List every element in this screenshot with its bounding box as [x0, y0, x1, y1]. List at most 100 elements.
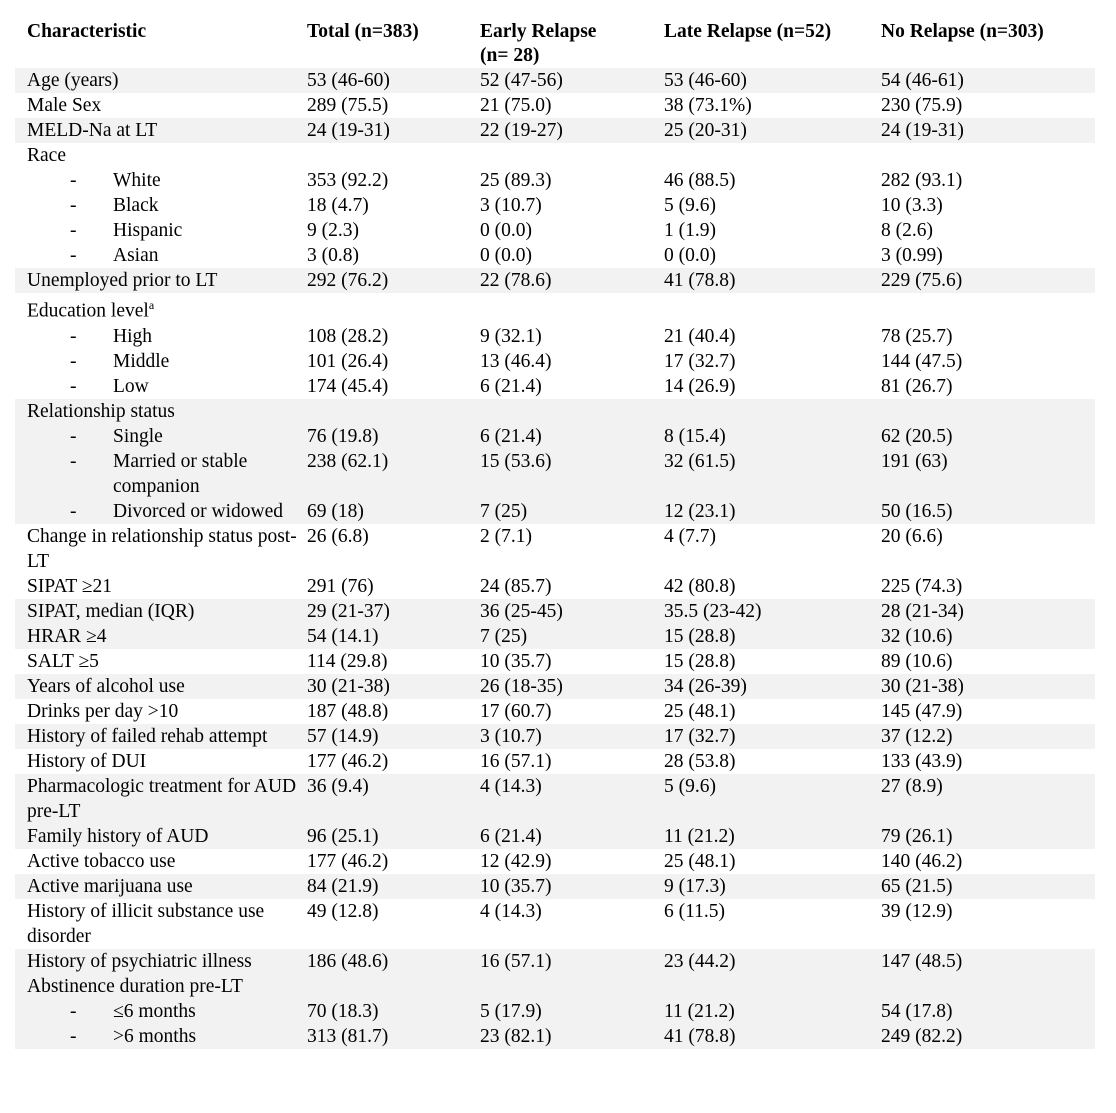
row-label: Change in relationship status post-LT: [15, 524, 307, 574]
cell-none: 24 (19-31): [881, 120, 964, 141]
cell-none: 32 (10.6): [881, 625, 953, 647]
cell-early: 7 (25): [480, 625, 528, 647]
cell-early: 3 (10.7): [480, 725, 542, 747]
cell-late: 4 (7.7): [664, 525, 716, 547]
cell-late: 1 (1.9): [664, 220, 716, 241]
cell-total: 76 (19.8): [307, 425, 379, 447]
cell-none: 28 (21-34): [881, 600, 964, 622]
row-label: Active tobacco use: [15, 849, 307, 874]
characteristic-label: SIPAT, median (IQR): [27, 600, 195, 622]
characteristic-label: Pharmacologic treatment for AUD pre-LT: [27, 775, 297, 822]
cell-total: 114 (29.8): [307, 650, 388, 672]
cell-late: 25 (48.1): [664, 850, 736, 872]
cell-early: 10 (35.7): [480, 875, 552, 897]
table-row: Abstinence duration pre-LT: [15, 973, 1095, 999]
cell-total: 174 (45.4): [307, 375, 389, 397]
cell-total: 26 (6.8): [307, 525, 369, 547]
table-row: - Divorced or widowed 69 (18) 7 (25) 12 (23.…: [15, 498, 1095, 524]
characteristic-label: History of failed rehab attempt: [27, 725, 268, 747]
cell-late: 53 (46-60): [664, 70, 747, 91]
row-label: - White: [15, 168, 307, 193]
cell-late: 11 (21.2): [664, 825, 735, 847]
cell-early: 6 (21.4): [480, 375, 542, 397]
cell-total: 49 (12.8): [307, 900, 379, 922]
sub-label: Low: [113, 375, 149, 397]
cell-none: 54 (17.8): [881, 1000, 953, 1022]
table-row: - >6 months 313 (81.7) 23 (82.1) 41 (78.8) 24…: [15, 1023, 1095, 1049]
cell-total: 238 (62.1): [307, 450, 389, 472]
cell-none: [881, 143, 1095, 168]
cell-early: 4 (14.3): [480, 775, 542, 797]
cell-none: 39 (12.9): [881, 900, 953, 922]
row-label: SIPAT ≥21: [15, 574, 307, 599]
bullet-dash: -: [70, 220, 77, 241]
table-row: Education levela: [15, 293, 1095, 324]
cell-none: 3 (0.99): [881, 245, 943, 266]
characteristics-table: Characteristic Total (n=383) Early Relap…: [15, 18, 1095, 1049]
cell-late: [664, 293, 881, 324]
table-row: Change in relationship status post-LT 26 …: [15, 524, 1095, 574]
table-row: Race: [15, 143, 1095, 168]
cell-none: 65 (21.5): [881, 875, 953, 897]
cell-late: 35.5 (23-42): [664, 600, 762, 622]
cell-total: [307, 974, 480, 999]
cell-early: 7 (25): [480, 500, 528, 522]
sub-label: Divorced or widowed: [113, 500, 284, 522]
cell-late: [664, 143, 881, 168]
table-body: Age (years) 53 (46-60) 52 (47-56) 53 (46-60…: [15, 68, 1095, 1049]
characteristic-label: HRAR ≥4: [27, 625, 107, 647]
table-row: SALT ≥5 114 (29.8) 10 (35.7) 15 (28.8) 89 (1…: [15, 649, 1095, 674]
cell-early: [480, 399, 664, 424]
cell-total: 313 (81.7): [307, 1025, 389, 1047]
table-row: SIPAT ≥21 291 (76) 24 (85.7) 42 (80.8) 225 (…: [15, 574, 1095, 599]
sub-label: Single: [113, 425, 163, 447]
row-label: History of DUI: [15, 749, 307, 774]
table-row: SIPAT, median (IQR) 29 (21-37) 36 (25-45) 3…: [15, 598, 1095, 624]
cell-total: 70 (18.3): [307, 1000, 379, 1022]
cell-none: 20 (6.6): [881, 525, 943, 547]
cell-total: 18 (4.7): [307, 195, 369, 216]
cell-total: [307, 399, 480, 424]
cell-none: [881, 974, 1095, 999]
characteristic-label: Unemployed prior to LT: [27, 270, 218, 291]
cell-none: 30 (21-38): [881, 675, 964, 697]
cell-none: 8 (2.6): [881, 220, 933, 241]
cell-none: 282 (93.1): [881, 170, 963, 191]
cell-total: 177 (46.2): [307, 750, 389, 772]
sub-label: ≤6 months: [113, 1000, 196, 1022]
cell-late: 0 (0.0): [664, 245, 716, 266]
cell-late: 11 (21.2): [664, 1000, 735, 1022]
cell-early: [480, 974, 664, 999]
row-label: - Middle: [15, 349, 307, 374]
characteristic-label: History of DUI: [27, 750, 147, 772]
characteristic-label: History of illicit substance use disorde…: [27, 900, 265, 947]
sub-label: White: [113, 170, 161, 191]
cell-none: 225 (74.3): [881, 575, 963, 597]
cell-none: 249 (82.2): [881, 1025, 963, 1047]
characteristic-label: Years of alcohol use: [27, 675, 185, 697]
table-row: History of psychiatric illness 186 (48.6)…: [15, 948, 1095, 974]
cell-total: 57 (14.9): [307, 725, 379, 747]
cell-early: 23 (82.1): [480, 1025, 552, 1047]
cell-early: 17 (60.7): [480, 700, 552, 722]
sub-label: Asian: [113, 245, 159, 266]
bullet-dash: -: [70, 1000, 77, 1022]
table-row: Male Sex 289 (75.5) 21 (75.0) 38 (73.1%) 230…: [15, 93, 1095, 118]
bullet-dash: -: [70, 450, 77, 472]
cell-none: 81 (26.7): [881, 375, 953, 397]
cell-total: [307, 293, 480, 324]
cell-late: 15 (28.8): [664, 650, 736, 672]
cell-early: 12 (42.9): [480, 850, 552, 872]
cell-total: 29 (21-37): [307, 600, 390, 622]
table-row: Family history of AUD 96 (25.1) 6 (21.4) 11…: [15, 823, 1095, 849]
header-no-relapse: No Relapse (n=303): [881, 21, 1044, 42]
cell-late: 28 (53.8): [664, 750, 736, 772]
cell-late: 41 (78.8): [664, 270, 736, 291]
bullet-dash: -: [70, 375, 77, 397]
table-row: Pharmacologic treatment for AUD pre-LT 36…: [15, 773, 1095, 824]
sub-label: >6 months: [113, 1025, 197, 1047]
characteristic-label: Male Sex: [27, 95, 102, 116]
cell-total: 289 (75.5): [307, 95, 389, 116]
sub-label: Middle: [113, 350, 170, 372]
cell-total: 54 (14.1): [307, 625, 379, 647]
